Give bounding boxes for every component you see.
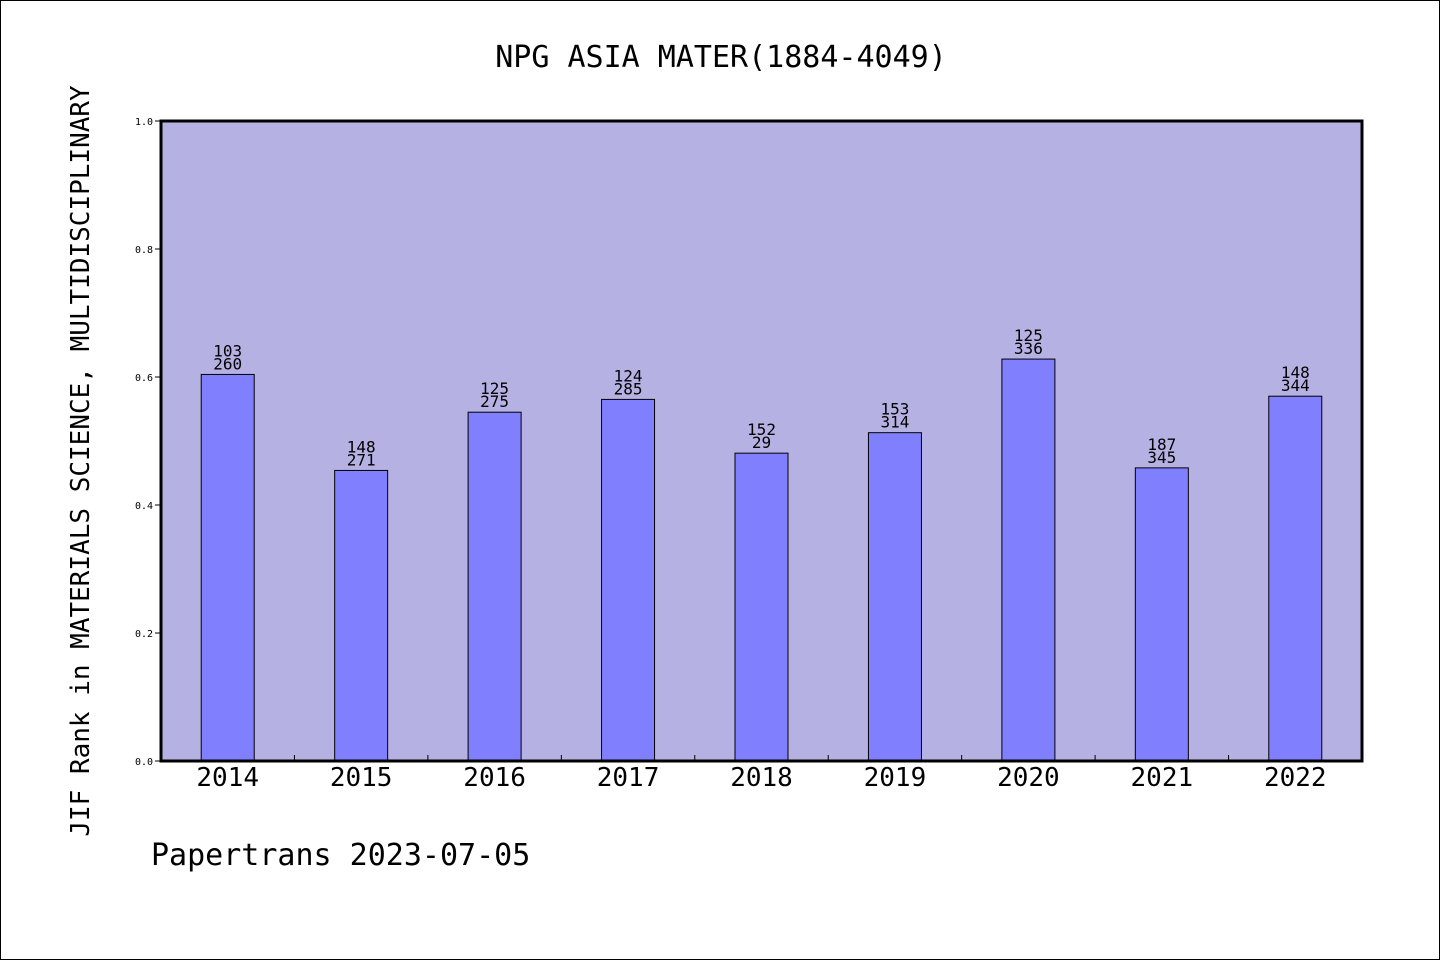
y-tick-label: 0.6 bbox=[135, 373, 153, 384]
bar-label-top: 125 bbox=[1014, 326, 1043, 345]
x-tick-label: 2015 bbox=[330, 763, 393, 793]
x-tick-label: 2017 bbox=[597, 763, 660, 793]
y-axis-label: JIF Rank in MATERIALS SCIENCE, MULTIDISC… bbox=[66, 85, 96, 837]
y-tick-label: 0.2 bbox=[135, 629, 153, 640]
bar-label-top: 148 bbox=[1281, 363, 1310, 382]
bar-label-bottom: 29 bbox=[752, 433, 771, 452]
bar-2017 bbox=[601, 398, 656, 762]
bar-label-bottom: 314 bbox=[880, 413, 909, 432]
bar-label-top: 153 bbox=[880, 400, 909, 419]
bar-2022 bbox=[1268, 395, 1323, 762]
bar-2016 bbox=[467, 411, 522, 762]
bar-label-bottom: 336 bbox=[1014, 339, 1043, 358]
x-tick-label: 2016 bbox=[463, 763, 526, 793]
y-tick-label: 1.0 bbox=[135, 117, 153, 128]
y-tick-label: 0.4 bbox=[135, 501, 153, 512]
x-tick-label: 2021 bbox=[1131, 763, 1194, 793]
y-tick-label: 0.0 bbox=[135, 757, 153, 768]
x-tick-label: 2019 bbox=[864, 763, 927, 793]
bar-label-bottom: 345 bbox=[1147, 448, 1176, 467]
x-tick-label: 2018 bbox=[730, 763, 793, 793]
plot-border bbox=[159, 119, 1364, 763]
x-tick-label: 2022 bbox=[1264, 763, 1327, 793]
x-tick-label: 2014 bbox=[196, 763, 259, 793]
bar-label-top: 148 bbox=[347, 437, 376, 456]
x-ticks: 2014 2015 2016 2017 2018 2019 2020 2021 2022 bbox=[196, 755, 1327, 793]
y-ticks: 0.0 0.2 0.4 0.6 0.8 1.0 bbox=[135, 117, 161, 768]
bar-2021 bbox=[1134, 467, 1189, 762]
footer-text: Papertrans 2023-07-05 bbox=[151, 838, 530, 873]
bar-label-bottom: 260 bbox=[213, 354, 242, 373]
bar-label-top: 125 bbox=[480, 379, 509, 398]
bar-label-bottom: 285 bbox=[614, 379, 643, 398]
bar-label-top: 152 bbox=[747, 420, 776, 439]
x-tick-label: 2020 bbox=[997, 763, 1060, 793]
y-tick-label: 0.8 bbox=[135, 245, 153, 256]
bar-2020 bbox=[1001, 358, 1056, 762]
bar-label-top: 187 bbox=[1147, 435, 1176, 454]
bar-2019 bbox=[867, 432, 922, 762]
bar-2014 bbox=[200, 373, 255, 762]
bar-label-bottom: 275 bbox=[480, 392, 509, 411]
bar-label-top: 103 bbox=[213, 341, 242, 360]
chart-title: NPG ASIA MATER(1884-4049) bbox=[495, 40, 947, 75]
bars-layer: 1032601482711252751242851522915331412533… bbox=[200, 326, 1323, 762]
bar-label-bottom: 271 bbox=[347, 450, 376, 469]
bar-label-bottom: 344 bbox=[1281, 376, 1310, 395]
bar-2018 bbox=[734, 452, 789, 762]
bar-label-top: 124 bbox=[614, 366, 643, 385]
bar-2015 bbox=[334, 469, 389, 762]
